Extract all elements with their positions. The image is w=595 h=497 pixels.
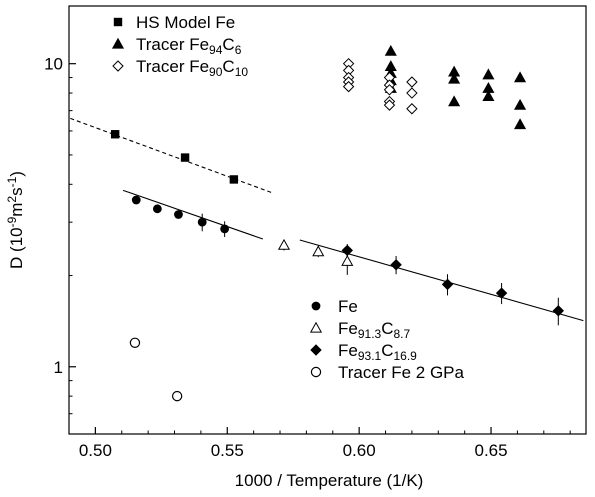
- data-point: [341, 244, 353, 257]
- data-point: [342, 80, 355, 93]
- data-point: [180, 153, 190, 162]
- y-tick-label: 1: [54, 358, 63, 377]
- legend-marker: [311, 301, 321, 311]
- y-title-sup2: 2: [5, 196, 19, 203]
- data-point: [406, 76, 418, 88]
- y-title-sup1: -9: [5, 216, 19, 227]
- data-point: [312, 245, 325, 257]
- legend-marker: [310, 344, 322, 356]
- y-title-mid: m: [7, 203, 26, 217]
- data-point: [341, 254, 354, 266]
- data-point: [514, 118, 527, 130]
- legend-label: Tracer Fe 2 GPa: [338, 363, 465, 382]
- data-point: [197, 217, 207, 227]
- legend-label-part: 6: [235, 43, 242, 57]
- data-point: [171, 390, 183, 402]
- x-tick-label: 0.60: [343, 441, 376, 460]
- x-tick-label: 0.65: [474, 441, 507, 460]
- data-point: [514, 71, 527, 83]
- y-title-mid2: s: [7, 187, 26, 196]
- legend-label-part: 91.3: [358, 327, 382, 341]
- data-point: [495, 287, 508, 299]
- y-tick-label: 10: [44, 55, 63, 74]
- legend-label: Tracer Fe94C6: [136, 35, 242, 57]
- x-axis: 0.50 0.55 0.60 0.65: [68, 427, 571, 460]
- data-point: [174, 210, 183, 219]
- y-axis-title: D (10-9m2s-1): [5, 171, 26, 269]
- data-point: [220, 224, 230, 234]
- legend-marker: [310, 366, 322, 378]
- legend-label: HS Model Fe: [136, 13, 235, 32]
- data-point: [131, 195, 141, 205]
- legend-marker: [112, 60, 124, 72]
- y-axis: 1 10: [44, 55, 76, 435]
- data-point: [390, 259, 402, 271]
- data-point: [552, 305, 565, 317]
- fit-line-1: [70, 117, 273, 194]
- legend-label-part: 93.1: [358, 349, 382, 363]
- data-point: [383, 99, 396, 111]
- legend-label-part: 94: [209, 43, 223, 57]
- data-markers: [110, 44, 565, 402]
- data-point: [448, 95, 461, 107]
- legend-label: Tracer Fe90C10: [136, 57, 248, 79]
- legend-label: Fe93.1C16.9: [338, 341, 417, 363]
- data-point: [229, 175, 239, 184]
- legend-label-part: 90: [209, 65, 223, 79]
- y-title-sup3: -1: [5, 176, 19, 187]
- data-point: [514, 98, 527, 110]
- data-point: [482, 90, 495, 102]
- legend-label-part: C: [222, 57, 234, 76]
- legend-label-part: C: [222, 35, 234, 54]
- legend-label-part: 8.7: [393, 327, 410, 341]
- legend-label-part: Tracer Fe 2 GPa: [338, 363, 465, 382]
- data-point: [129, 337, 141, 348]
- y-title-base: D (10: [7, 227, 26, 269]
- legend-label-part: Fe: [338, 319, 358, 338]
- data-point: [406, 103, 418, 115]
- legend-label-part: Tracer Fe: [136, 57, 209, 76]
- legend-label-part: Fe: [338, 341, 358, 360]
- x-tick-label: 0.50: [79, 441, 112, 460]
- y-title-end: ): [7, 171, 26, 177]
- x-tick-label: 0.55: [211, 441, 244, 460]
- x-axis-title: 1000 / Temperature (1/K): [235, 471, 424, 490]
- legend-label-part: Fe: [338, 297, 358, 316]
- data-point: [152, 204, 162, 214]
- legend-marker: [309, 321, 323, 333]
- legend-label-part: 10: [235, 65, 249, 79]
- data-point: [406, 87, 418, 99]
- data-point: [277, 238, 291, 250]
- fit-line-2: [122, 189, 264, 240]
- data-point: [441, 278, 454, 291]
- data-point: [110, 130, 120, 139]
- data-point: [384, 44, 397, 56]
- legend-label: Fe91.3C8.7: [338, 319, 410, 341]
- legend-label-part: C: [381, 319, 393, 338]
- legend-marker: [113, 17, 123, 27]
- legend-label: Fe: [338, 297, 358, 316]
- data-point: [482, 68, 495, 80]
- data-point: [383, 84, 396, 96]
- legend-label-part: HS Model Fe: [136, 13, 235, 32]
- legend-label-part: 16.9: [393, 349, 417, 363]
- legend-marker: [111, 37, 125, 49]
- fit-lines: [70, 117, 584, 322]
- legend-label-part: Tracer Fe: [136, 35, 209, 54]
- legend-label-part: C: [381, 341, 393, 360]
- data-point: [448, 72, 461, 84]
- plot-frame: [68, 5, 587, 435]
